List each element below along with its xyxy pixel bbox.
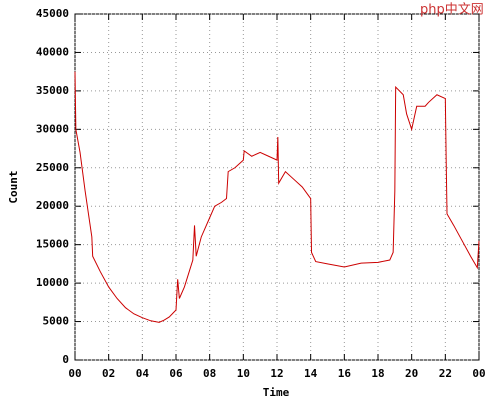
y-tick-label: 15000 [36,238,69,251]
x-axis-label: Time [263,386,290,399]
x-tick-label: 00 [472,367,485,380]
line-series [74,71,480,323]
y-tick-label: 10000 [36,276,69,289]
y-tick-label: 20000 [36,199,69,212]
y-tick-label: 5000 [43,315,70,328]
x-tick-label: 06 [169,367,183,380]
x-tick-label: 16 [338,367,352,380]
x-tick-label: 04 [136,367,150,380]
y-tick-label: 40000 [36,45,69,58]
x-tick-label: 14 [304,367,318,380]
x-tick-label: 08 [203,367,216,380]
y-tick-label: 0 [62,353,69,366]
y-tick-label: 45000 [36,7,69,20]
x-tick-label: 00 [68,367,81,380]
watermark: php中文网 [420,3,484,18]
x-tick-label: 12 [270,367,283,380]
y-tick-label: 30000 [36,122,69,135]
y-tick-label: 35000 [36,84,69,97]
x-tick-label: 02 [102,367,115,380]
x-tick-label: 18 [371,367,384,380]
x-tick-label: 22 [439,367,452,380]
y-axis-label: Count [7,170,20,203]
y-tick-label: 25000 [36,161,69,174]
x-tick-label: 20 [405,367,418,380]
x-tick-label: 10 [237,367,250,380]
